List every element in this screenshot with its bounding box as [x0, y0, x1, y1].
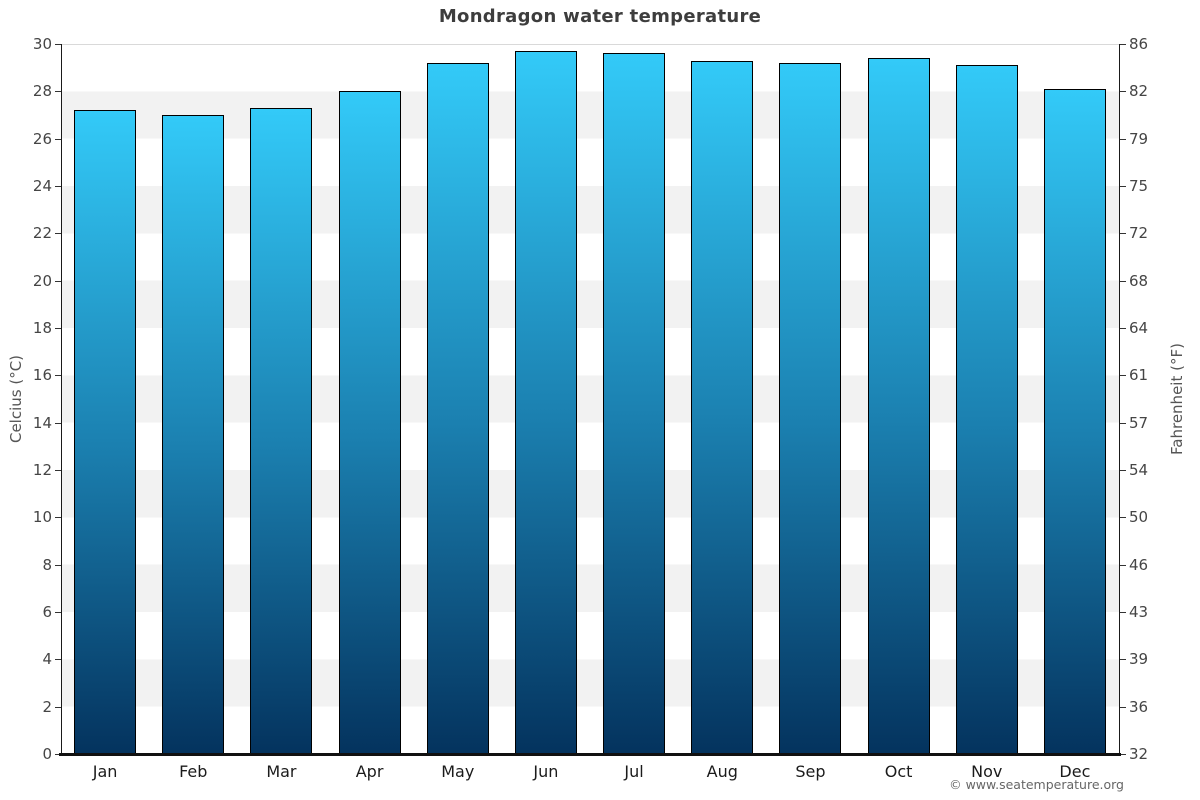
- x-tick-label-sep: Sep: [795, 762, 826, 781]
- bar-may[interactable]: [426, 62, 489, 754]
- celsius-tick-label: 4: [42, 650, 52, 669]
- celsius-tick-label: 30: [32, 35, 52, 53]
- chart-title: Mondragon water temperature: [438, 6, 762, 27]
- y-tick-mark-left: [55, 233, 61, 235]
- y-tick-mark-right: [1120, 422, 1126, 424]
- bar-apr[interactable]: [338, 91, 401, 754]
- y-tick-mark-left: [55, 375, 61, 377]
- y-tick-mark-left: [55, 706, 61, 708]
- celsius-tick-label: 12: [32, 461, 52, 479]
- celsius-tick-label: 10: [32, 508, 52, 527]
- y-tick-mark-right: [1120, 44, 1126, 45]
- fahrenheit-tick-label: 68: [1129, 271, 1149, 290]
- fahrenheit-tick-label: 43: [1129, 603, 1149, 621]
- x-tick-label-jan: Jan: [92, 762, 118, 781]
- y-tick-mark-right: [1120, 233, 1126, 235]
- bar-oct[interactable]: [867, 58, 930, 754]
- fahrenheit-tick-label: 39: [1129, 650, 1149, 669]
- y-tick-mark-right: [1120, 754, 1126, 755]
- y-tick-mark-right: [1120, 186, 1126, 187]
- fahrenheit-tick-label: 50: [1129, 508, 1149, 527]
- y-tick-mark-right: [1120, 470, 1126, 471]
- left-axis-title: Celcius (°C): [7, 354, 25, 444]
- fahrenheit-tick-label: 82: [1129, 82, 1149, 101]
- x-tick-label-jul: Jul: [624, 762, 644, 781]
- celsius-tick-label: 16: [32, 366, 52, 385]
- bar-jun[interactable]: [514, 51, 577, 754]
- x-tick-label-oct: Oct: [884, 762, 913, 781]
- fahrenheit-tick-label: 36: [1129, 697, 1149, 716]
- x-tick-label-nov: Nov: [971, 762, 1003, 781]
- fahrenheit-tick-label: 54: [1129, 461, 1149, 479]
- fahrenheit-tick-label: 46: [1129, 555, 1149, 574]
- y-tick-mark-right: [1120, 138, 1126, 140]
- fahrenheit-tick-label: 72: [1129, 224, 1149, 243]
- bar-jul[interactable]: [603, 53, 666, 754]
- fahrenheit-tick-label: 61: [1129, 366, 1149, 385]
- right-axis-title: Fahrenheit (°F): [1168, 343, 1186, 455]
- fahrenheit-tick-label: 57: [1129, 413, 1149, 432]
- y-tick-mark-left: [55, 138, 61, 140]
- celsius-tick-label: 24: [32, 177, 52, 195]
- x-tick-label-feb: Feb: [179, 762, 208, 781]
- celsius-tick-label: 22: [32, 224, 52, 243]
- x-tick-label-aug: Aug: [706, 762, 738, 781]
- y-tick-mark-left: [55, 422, 61, 424]
- y-tick-mark-left: [55, 517, 61, 519]
- celsius-tick-label: 18: [32, 319, 52, 337]
- x-axis-baseline: [59, 753, 1121, 756]
- bar-aug[interactable]: [691, 60, 754, 754]
- x-tick-label-apr: Apr: [355, 762, 384, 781]
- celsius-tick-label: 6: [42, 603, 52, 621]
- y-tick-mark-left: [55, 91, 61, 93]
- y-tick-mark-right: [1120, 564, 1126, 566]
- bar-sep[interactable]: [779, 62, 842, 754]
- y-tick-mark-right: [1120, 612, 1126, 613]
- bar-mar[interactable]: [250, 107, 313, 754]
- y-tick-mark-left: [55, 612, 61, 613]
- fahrenheit-tick-label: 86: [1129, 35, 1149, 53]
- left-axis-spine: [61, 44, 62, 754]
- celsius-tick-label: 26: [32, 129, 52, 148]
- y-tick-mark-left: [55, 328, 61, 329]
- top-gridline: [61, 44, 1119, 45]
- bar-dec[interactable]: [1043, 88, 1106, 754]
- celsius-tick-label: 2: [42, 697, 52, 716]
- y-tick-mark-right: [1120, 706, 1126, 708]
- plot-area: [61, 44, 1119, 754]
- x-tick-label-dec: Dec: [1059, 762, 1091, 781]
- celsius-tick-label: 14: [32, 413, 52, 432]
- x-tick-label-may: May: [441, 762, 475, 781]
- copyright-link[interactable]: © www.seatemperature.org: [949, 777, 1124, 792]
- y-tick-mark-left: [55, 564, 61, 566]
- y-tick-mark-left: [55, 186, 61, 187]
- y-tick-mark-left: [55, 754, 61, 755]
- x-tick-label-mar: Mar: [266, 762, 297, 781]
- celsius-tick-label: 8: [42, 555, 52, 574]
- y-tick-mark-left: [55, 44, 61, 45]
- y-tick-mark-right: [1120, 280, 1126, 282]
- fahrenheit-tick-label: 79: [1129, 129, 1149, 148]
- fahrenheit-tick-label: 32: [1129, 745, 1149, 763]
- y-tick-mark-right: [1120, 375, 1126, 377]
- celsius-tick-label: 20: [32, 271, 52, 290]
- celsius-tick-label: 0: [42, 745, 52, 763]
- bar-jan[interactable]: [74, 110, 137, 754]
- y-tick-mark-right: [1120, 91, 1126, 93]
- y-tick-mark-left: [55, 470, 61, 471]
- bar-nov[interactable]: [955, 65, 1018, 754]
- y-tick-mark-left: [55, 280, 61, 282]
- y-tick-mark-right: [1120, 659, 1126, 661]
- fahrenheit-tick-label: 64: [1129, 319, 1149, 337]
- x-tick-label-jun: Jun: [533, 762, 559, 781]
- fahrenheit-tick-label: 75: [1129, 177, 1149, 195]
- celsius-tick-label: 28: [32, 82, 52, 101]
- right-axis-spine: [1119, 44, 1120, 754]
- bar-feb[interactable]: [162, 115, 225, 754]
- y-tick-mark-left: [55, 659, 61, 661]
- y-tick-mark-right: [1120, 328, 1126, 329]
- y-tick-mark-right: [1120, 517, 1126, 519]
